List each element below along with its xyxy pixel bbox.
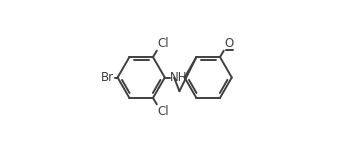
Text: Cl: Cl xyxy=(157,105,169,118)
Text: Cl: Cl xyxy=(157,37,169,50)
Text: Br: Br xyxy=(101,71,114,84)
Text: NH: NH xyxy=(170,71,187,84)
Text: O: O xyxy=(224,37,233,50)
